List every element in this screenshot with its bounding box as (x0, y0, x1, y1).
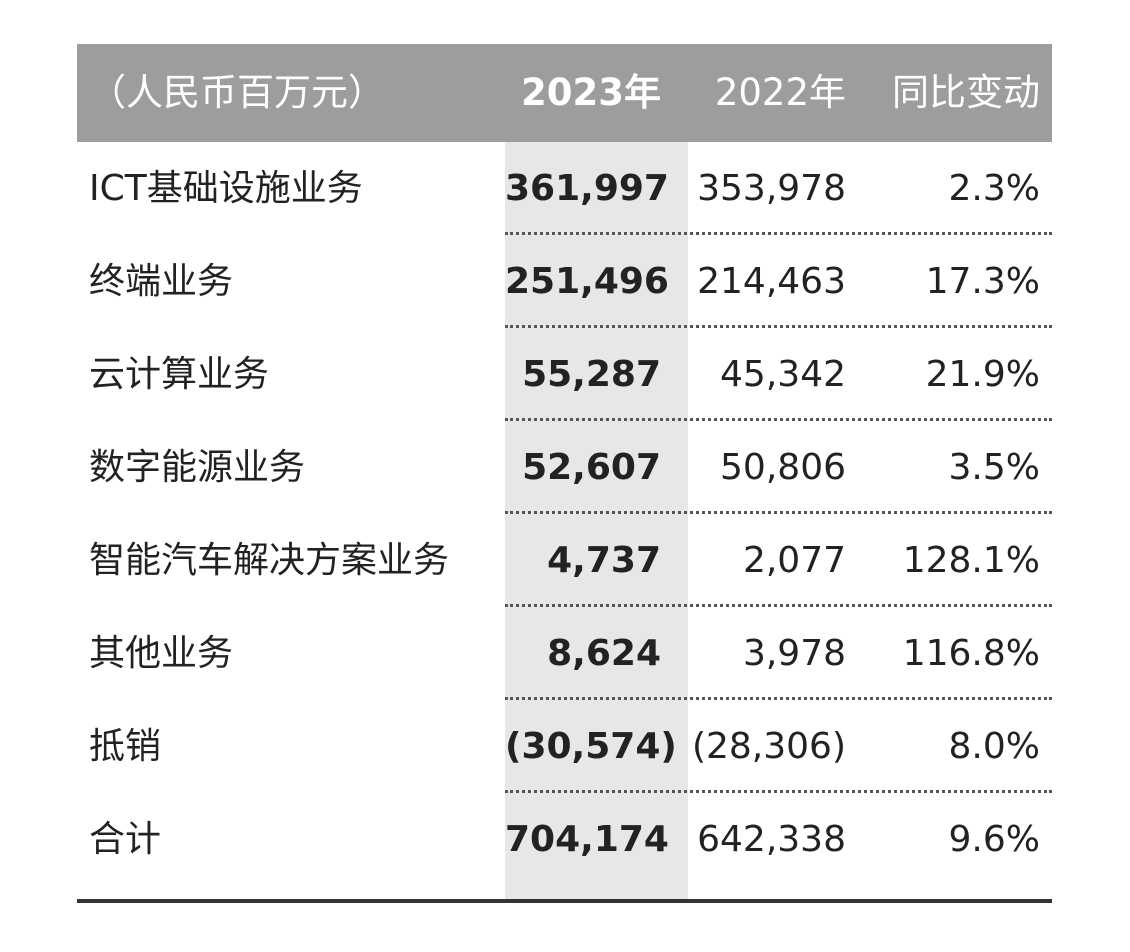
value-change: 17.3% (925, 261, 1040, 302)
highlight-column-2023 (505, 142, 688, 899)
row-label: ICT基础设施业务 (89, 168, 363, 209)
dotted-separator (505, 604, 1052, 607)
row-label: 抵销 (89, 726, 162, 767)
table-row: ICT基础设施业务 361,997 353,978 2.3% (77, 142, 1052, 235)
table-row: 抵销 (30,574) (28,306) 8.0% (77, 700, 1052, 793)
value-2022: 50,806 (720, 447, 846, 488)
value-2022: 3,978 (742, 633, 846, 674)
value-2022: 353,978 (697, 168, 846, 209)
value-change: 8.0% (948, 726, 1040, 767)
value-2023: 361,997 (505, 168, 669, 209)
value-change: 128.1% (902, 540, 1040, 581)
header-unit-label: （人民币百万元） (89, 71, 385, 114)
row-label: 终端业务 (89, 261, 234, 302)
row-label: 合计 (89, 819, 162, 860)
dotted-separator (505, 325, 1052, 328)
dotted-separator (505, 511, 1052, 514)
value-change: 3.5% (948, 447, 1040, 488)
dotted-separator (505, 418, 1052, 421)
table-row: 数字能源业务 52,607 50,806 3.5% (77, 421, 1052, 514)
value-2023: (30,574) (505, 726, 677, 767)
value-change: 2.3% (948, 168, 1040, 209)
table-row: 其他业务 8,624 3,978 116.8% (77, 607, 1052, 700)
table-row: 智能汽车解决方案业务 4,737 2,077 128.1% (77, 514, 1052, 607)
value-2023: 704,174 (505, 819, 669, 860)
table-row: 云计算业务 55,287 45,342 21.9% (77, 328, 1052, 421)
header-2023: 2023年 (521, 71, 661, 114)
row-label: 智能汽车解决方案业务 (89, 540, 450, 581)
value-2023: 251,496 (505, 261, 669, 302)
value-change: 116.8% (902, 633, 1040, 674)
value-2023: 4,737 (547, 540, 661, 581)
table-header: （人民币百万元） 2023年 2022年 同比变动 (77, 44, 1052, 142)
value-2022: 642,338 (697, 819, 846, 860)
value-2023: 55,287 (522, 354, 661, 395)
table-bottom-rule (77, 899, 1052, 903)
header-yoy-change: 同比变动 (892, 71, 1040, 114)
row-label: 云计算业务 (89, 354, 270, 395)
row-label: 数字能源业务 (89, 447, 306, 488)
table-row-total: 合计 704,174 642,338 9.6% (77, 793, 1052, 886)
dotted-separator (505, 697, 1052, 700)
dotted-separator (505, 232, 1052, 235)
value-2022: 45,342 (720, 354, 846, 395)
value-2022: 214,463 (697, 261, 846, 302)
value-2023: 52,607 (522, 447, 661, 488)
dotted-separator (505, 790, 1052, 793)
value-2022: (28,306) (691, 726, 846, 767)
value-change: 9.6% (948, 819, 1040, 860)
table-row: 终端业务 251,496 214,463 17.3% (77, 235, 1052, 328)
value-2022: 2,077 (742, 540, 846, 581)
value-change: 21.9% (925, 354, 1040, 395)
value-2023: 8,624 (547, 633, 661, 674)
row-label: 其他业务 (89, 633, 234, 674)
header-2022: 2022年 (714, 71, 846, 114)
